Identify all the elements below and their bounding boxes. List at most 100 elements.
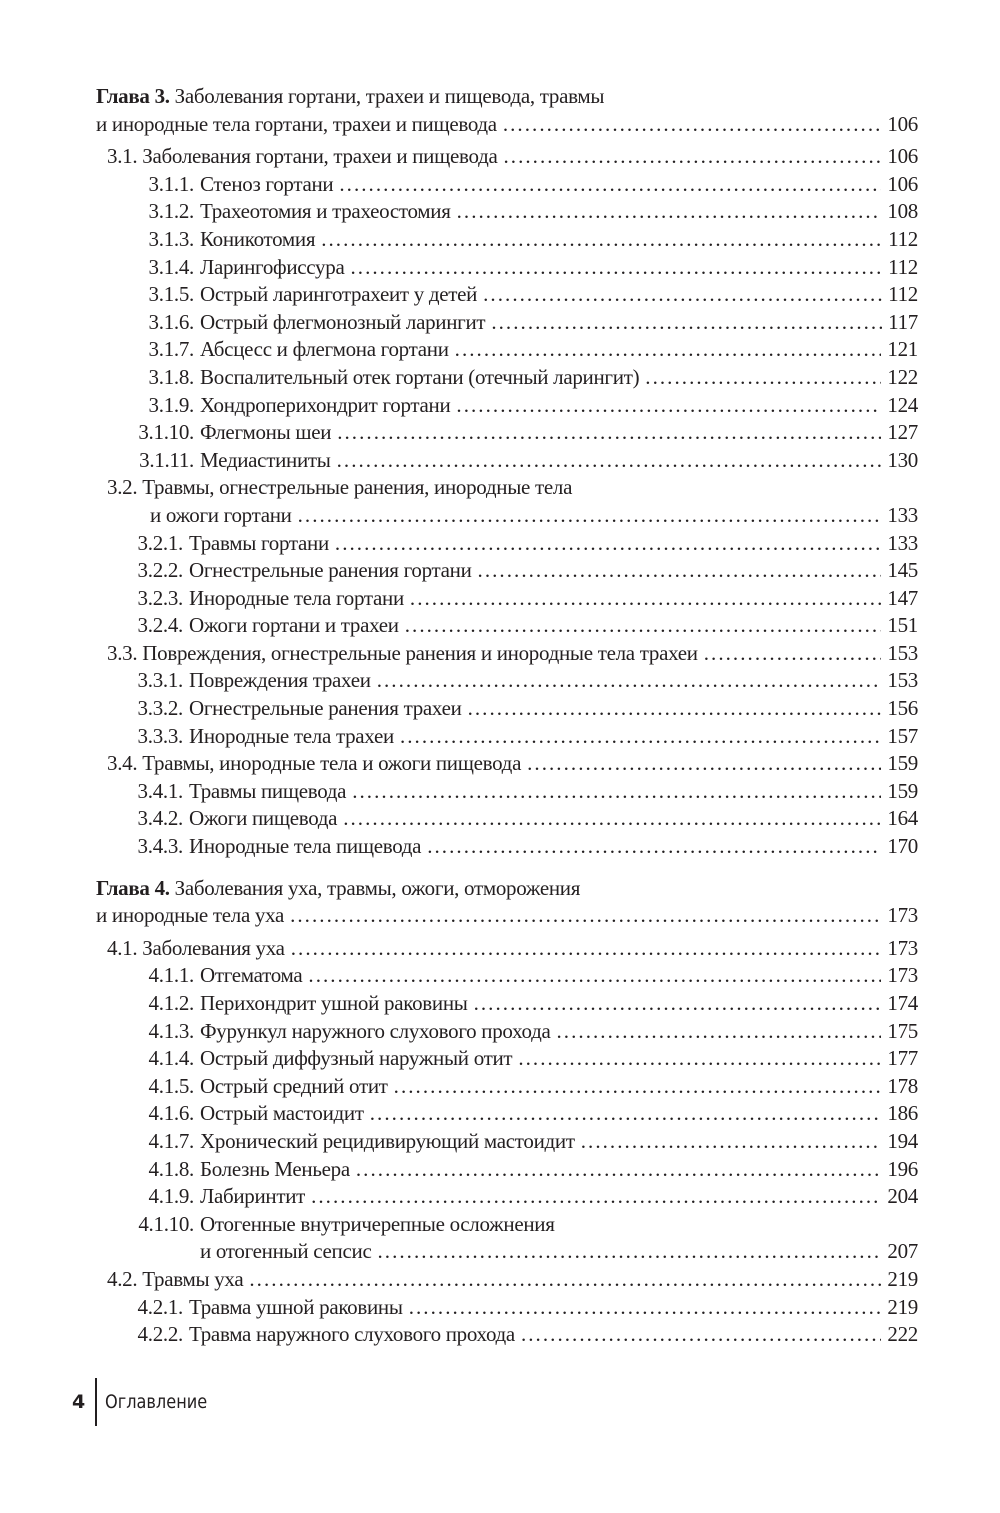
- page-ref: 145: [887, 558, 918, 583]
- item-title: Фурункул наружного слухового прохода: [200, 1018, 551, 1043]
- toc-section: 3.4. Травмы, инородные тела и ожоги пище…: [96, 750, 918, 778]
- section-number: 3.4.: [107, 751, 138, 776]
- page-ref: 133: [887, 502, 918, 527]
- toc-item: 3.3.2.Огнестрельные ранения трахеи 156: [96, 695, 919, 723]
- item-number: 4.1.5.: [148, 1073, 195, 1098]
- section-number: 4.1.: [107, 935, 138, 960]
- page-ref: 133: [887, 530, 918, 555]
- dot-leader: [503, 111, 882, 139]
- page-ref: 108: [887, 199, 918, 224]
- toc-item: 4.1.9.Лабиринтит 204: [96, 1183, 919, 1211]
- page-ref: 196: [887, 1156, 918, 1181]
- item-title: Стеноз гортани: [200, 171, 334, 196]
- page-ref: 207: [887, 1239, 918, 1264]
- item-number: 3.4.2.: [137, 806, 184, 831]
- dot-leader: [308, 962, 881, 990]
- toc-item: 3.1.9.Хондроперихондрит гортани 124: [96, 392, 919, 420]
- dot-leader: [405, 612, 882, 640]
- item-number: 3.1.11.: [139, 447, 194, 472]
- dot-leader: [321, 226, 882, 254]
- page-ref: 151: [887, 613, 918, 638]
- item-number: 4.1.6.: [148, 1101, 195, 1126]
- dot-leader: [503, 143, 881, 171]
- page-ref: 157: [887, 723, 918, 748]
- page-ref: 219: [887, 1294, 918, 1319]
- item-title: Огнестрельные ранения трахеи: [189, 696, 462, 721]
- item-title: Огнестрельные ранения гортани: [189, 558, 472, 583]
- toc-item: 3.1.1.Стеноз гортани 106: [96, 171, 919, 199]
- item-title: Травма ушной раковины: [189, 1294, 403, 1319]
- chapter-title-line: Глава 4. Заболевания уха, травмы, ожоги,…: [96, 875, 918, 903]
- page-ref: 112: [888, 226, 918, 251]
- dot-leader: [704, 640, 882, 668]
- item-title: Повреждения трахеи: [189, 668, 371, 693]
- dot-leader: [291, 935, 882, 963]
- dot-leader: [337, 419, 881, 447]
- item-title: Флегмоны шеи: [200, 420, 332, 445]
- dot-leader: [249, 1266, 881, 1294]
- page-ref: 153: [887, 640, 918, 665]
- section-title: и ожоги гортани: [150, 502, 292, 527]
- item-title: Хондроперихондрит гортани: [200, 392, 451, 417]
- page-ref: 178: [887, 1073, 918, 1098]
- dot-leader: [518, 1045, 881, 1073]
- section-title: Повреждения, огнестрельные ранения и ино…: [142, 640, 698, 665]
- dot-leader: [410, 585, 881, 613]
- section-number: 4.2.: [107, 1266, 138, 1291]
- chapter-title: Заболевания гортани, трахеи и пищевода, …: [174, 84, 605, 108]
- page-ref: 159: [887, 778, 918, 803]
- section-title: Травмы, огнестрельные ранения, инородные…: [142, 475, 573, 500]
- dot-leader: [394, 1073, 882, 1101]
- dot-leader: [557, 1018, 882, 1046]
- page-footer: 4 Оглавление: [72, 1378, 225, 1426]
- chapter-title: и инородные тела уха: [96, 903, 285, 928]
- toc-item: 3.1.7.Абсцесс и флегмона гортани 121: [96, 336, 919, 364]
- item-number: 4.1.4.: [148, 1046, 195, 1071]
- item-number: 4.1.8.: [148, 1156, 195, 1181]
- dot-leader: [521, 1321, 881, 1349]
- page-ref: 186: [887, 1101, 918, 1126]
- chapter-label: Глава 4.: [96, 875, 170, 900]
- page-ref: 156: [887, 696, 918, 721]
- toc-item: 3.1.10.Флегмоны шеи 127: [96, 419, 918, 447]
- item-title: Инородные тела пищевода: [189, 834, 422, 859]
- page-ref: 173: [887, 903, 918, 928]
- section-title: Травмы, инородные тела и ожоги пищевода: [142, 751, 522, 776]
- dot-leader: [290, 902, 881, 930]
- dot-leader: [645, 364, 881, 392]
- item-title: Отогенные внутричерепные осложнения: [200, 1211, 555, 1236]
- page-ref: 106: [887, 111, 918, 136]
- page-ref: 204: [887, 1184, 918, 1209]
- section-number: 3.3.: [107, 640, 138, 665]
- dot-leader: [474, 990, 882, 1018]
- item-number: 3.1.6.: [148, 309, 195, 334]
- item-title: Травма наружного слухового прохода: [189, 1322, 515, 1347]
- chapter: Глава 4. Заболевания уха, травмы, ожоги,…: [96, 875, 918, 1349]
- toc-item-continuation: и отогенный сепсис 207: [96, 1238, 918, 1266]
- item-title: Инородные тела гортани: [189, 585, 404, 610]
- page-ref: 174: [887, 991, 918, 1015]
- item-title: Острый ларинготрахеит у детей: [200, 282, 478, 307]
- item-number: 3.2.1.: [137, 530, 184, 555]
- item-number: 4.1.2.: [148, 991, 195, 1015]
- item-title: Ожоги гортани и трахеи: [189, 613, 399, 638]
- dot-leader: [409, 1294, 882, 1322]
- page-ref: 121: [887, 337, 918, 362]
- page-ref: 164: [887, 806, 918, 831]
- item-number: 4.1.7.: [148, 1128, 195, 1153]
- page-ref: 112: [888, 282, 918, 307]
- dot-leader: [370, 1100, 882, 1128]
- item-title: Травмы гортани: [189, 530, 329, 555]
- page-ref: 124: [887, 392, 918, 417]
- dot-leader: [427, 833, 881, 861]
- item-number: 3.4.3.: [137, 834, 184, 859]
- chapter-title-line: и инородные тела гортани, трахеи и пищев…: [96, 111, 918, 139]
- dot-leader: [343, 805, 881, 833]
- table-of-contents: Глава 3. Заболевания гортани, трахеи и п…: [96, 83, 918, 1363]
- page-ref: 170: [887, 834, 918, 859]
- toc-item: 3.1.2.Трахеотомия и трахеостомия 108: [96, 198, 919, 226]
- dot-leader: [350, 254, 882, 282]
- item-number: 3.3.3.: [137, 723, 184, 748]
- page-ref: 117: [888, 309, 918, 334]
- toc-item: 3.3.3.Инородные тела трахеи 157: [96, 723, 919, 751]
